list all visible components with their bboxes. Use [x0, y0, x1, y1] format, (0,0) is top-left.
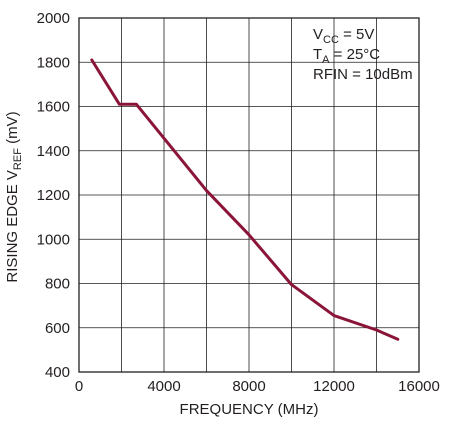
- grid-lines: [79, 18, 419, 372]
- y-tick-label: 400: [45, 364, 70, 381]
- y-tick-label: 1800: [37, 54, 70, 71]
- x-axis-ticks: 0 4000 8000 12000 16000: [75, 378, 440, 395]
- y-tick-label: 1600: [37, 99, 70, 116]
- condition-line: TA = 25°C: [313, 46, 380, 66]
- x-tick-label: 0: [75, 378, 83, 395]
- y-tick-label: 2000: [37, 10, 70, 27]
- condition-line: VCC = 5V: [313, 26, 374, 46]
- x-tick-label: 16000: [398, 378, 440, 395]
- y-tick-label: 1200: [37, 187, 70, 204]
- y-axis-ticks: 400 600 800 1000 1200 1400 1600 1800 2000: [37, 10, 70, 381]
- x-tick-label: 8000: [232, 378, 265, 395]
- y-tick-label: 1400: [37, 143, 70, 160]
- x-tick-label: 4000: [147, 378, 180, 395]
- condition-line: RFIN = 10dBm: [313, 66, 413, 83]
- y-tick-label: 800: [45, 276, 70, 293]
- series-line: [90, 58, 400, 341]
- series-group: [90, 58, 400, 341]
- y-tick-label: 1000: [37, 231, 70, 248]
- y-axis-label: RISING EDGE VREF (mV): [4, 111, 24, 282]
- x-axis-label: FREQUENCY (MHz): [180, 401, 319, 418]
- x-tick-label: 12000: [313, 378, 355, 395]
- plot-frame: [78, 17, 420, 373]
- y-tick-label: 600: [45, 320, 70, 337]
